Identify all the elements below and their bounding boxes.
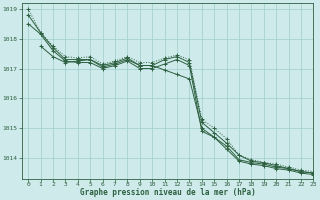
X-axis label: Graphe pression niveau de la mer (hPa): Graphe pression niveau de la mer (hPa) — [80, 188, 256, 197]
